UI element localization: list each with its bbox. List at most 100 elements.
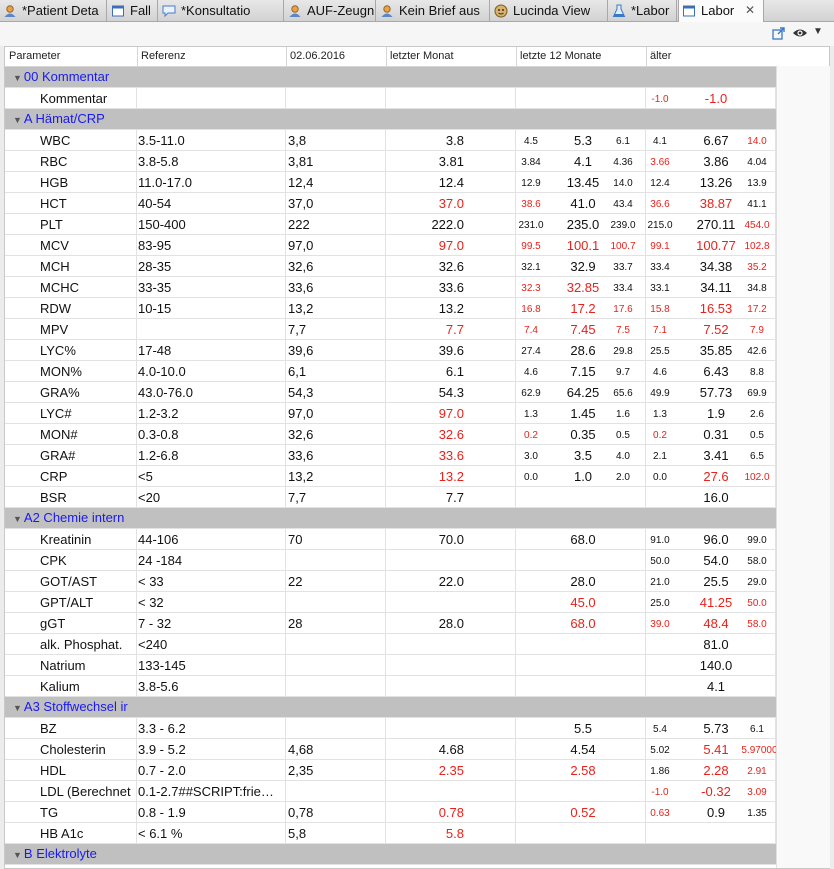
value-12m-avg: 4.1 xyxy=(573,154,593,169)
table-row[interactable]: BSR <20 7,7 7.7 16.0 xyxy=(5,487,776,508)
value-12m-min: 7.4 xyxy=(524,325,538,336)
table-row[interactable]: GOT/AST < 33 22 22.0 28.0 21.0 25.5 29.0 xyxy=(5,571,776,592)
table-row[interactable]: BZ 3.3 - 6.2 5.5 5.4 5.73 6.1 xyxy=(5,718,776,739)
table-row[interactable]: Cholesterin 3.9 - 5.2 4,68 4.68 4.54 5.02 5.41… xyxy=(5,739,776,760)
table-cell xyxy=(5,613,137,634)
table-cell xyxy=(137,529,286,550)
group-label[interactable]: ▼ A Hämat/CRP xyxy=(13,111,105,126)
table-cell xyxy=(137,403,286,424)
value-12m-max: 65.6 xyxy=(613,388,633,399)
tab-fall[interactable]: Fall xyxy=(108,0,158,22)
expand-triangle-icon[interactable]: ▼ xyxy=(13,73,22,83)
value-older-avg: 13.26 xyxy=(699,175,733,190)
vertical-scrollbar[interactable] xyxy=(776,66,830,868)
expand-triangle-icon[interactable]: ▼ xyxy=(13,514,22,524)
table-row[interactable]: RDW 10-15 13,2 13.2 16.8 17.2 17.6 15.8 16.53 17.… xyxy=(5,298,776,319)
value-12m-max: 1.6 xyxy=(616,409,630,420)
parameter-name: RBC xyxy=(40,154,68,169)
table-row[interactable]: LYC# 1.2-3.2 97,0 97.0 1.3 1.45 1.6 1.3 1.9 2.6 xyxy=(5,403,776,424)
table-row[interactable]: MCV 83-95 97,0 97.0 99.5 100.1 100.7 99.1 100.77… xyxy=(5,235,776,256)
table-cell xyxy=(5,298,137,319)
table-row[interactable]: GRA% 43.0-76.0 54,3 54.3 62.9 64.25 65.6 49.9 57… xyxy=(5,382,776,403)
column-header-aelter[interactable]: älter xyxy=(650,50,672,62)
expand-triangle-icon[interactable]: ▼ xyxy=(13,703,22,713)
value-12m-min: 1.3 xyxy=(524,409,538,420)
expand-triangle-icon[interactable]: ▼ xyxy=(13,850,22,860)
tab-lucinda-view[interactable]: Lucinda View xyxy=(491,0,608,22)
table-row[interactable]: HB A1c < 6.1 % 5,8 5.8 xyxy=(5,823,776,844)
table-row[interactable]: MCH 28-35 32,6 32.6 32.1 32.9 33.7 33.4 34.38 35.… xyxy=(5,256,776,277)
table-row[interactable]: LYC% 17-48 39,6 39.6 27.4 28.6 29.8 25.5 35.85 42… xyxy=(5,340,776,361)
table-cell xyxy=(646,487,776,508)
value-date: 39,6 xyxy=(288,343,314,358)
tab-label: *Patient Deta xyxy=(22,3,99,18)
table-cell xyxy=(137,445,286,466)
group-row[interactable]: ▼ 00 Kommentar xyxy=(5,67,776,88)
group-row[interactable]: ▼ A3 Stoffwechsel ir xyxy=(5,697,776,718)
table-cell xyxy=(386,781,516,802)
value-older-max: 14.0 xyxy=(747,136,767,147)
column-header-letzter-monat[interactable]: letzter Monat xyxy=(390,50,454,62)
tab-patient-deta[interactable]: *Patient Deta xyxy=(0,0,107,22)
table-row[interactable]: alk. Phosphat. <240 81.0 xyxy=(5,634,776,655)
eye-icon[interactable] xyxy=(792,27,808,42)
column-header-date[interactable]: 02.06.2016 xyxy=(290,50,346,62)
value-older-avg: 25.5 xyxy=(703,574,729,589)
group-label[interactable]: ▼ A3 Stoffwechsel ir xyxy=(13,699,128,714)
group-title: A2 Chemie intern xyxy=(23,510,125,525)
table-row[interactable]: CPK 24 -184 50.0 54.0 58.0 xyxy=(5,550,776,571)
table-cell xyxy=(286,340,386,361)
table-row[interactable]: Natrium 133-145 140.0 xyxy=(5,655,776,676)
group-row[interactable]: ▼ B Elektrolyte xyxy=(5,844,776,865)
table-row[interactable]: Kreatinin 44-106 70 70.0 68.0 91.0 96.0 99.0 xyxy=(5,529,776,550)
group-label[interactable]: ▼ B Elektrolyte xyxy=(13,846,97,861)
tab-labor[interactable]: Labor ✕ xyxy=(678,0,764,23)
table-row[interactable]: GRA# 1.2-6.8 33,6 33.6 3.0 3.5 4.0 2.1 3.41 6.5 xyxy=(5,445,776,466)
group-label[interactable]: ▼ A2 Chemie intern xyxy=(13,510,124,525)
column-header-referenz[interactable]: Referenz xyxy=(141,50,186,62)
view-menu-chevron-icon[interactable]: ▼ xyxy=(813,26,823,37)
table-cell xyxy=(516,613,646,634)
table-row[interactable]: HGB 11.0-17.0 12,4 12.4 12.9 13.45 14.0 12.4 13.… xyxy=(5,172,776,193)
table-row[interactable]: WBC 3.5-11.0 3,8 3.8 4.5 5.3 6.1 4.1 6.67 14.0 xyxy=(5,130,776,151)
table-row[interactable]: RBC 3.8-5.8 3,81 3.81 3.84 4.1 4.36 3.66 3.86 4.0… xyxy=(5,151,776,172)
close-icon[interactable]: ✕ xyxy=(745,3,756,17)
table-row[interactable]: HCT 40-54 37,0 37.0 38.6 41.0 43.4 36.6 38.87 41.… xyxy=(5,193,776,214)
group-row[interactable]: ▼ A Hämat/CRP xyxy=(5,109,776,130)
value-older-min: 12.4 xyxy=(650,178,670,189)
column-header-parameter[interactable]: Parameter xyxy=(9,50,61,62)
table-cell xyxy=(516,361,646,382)
tab-konsultatio[interactable]: *Konsultatio xyxy=(159,0,284,22)
column-header-letzte-12-monate[interactable]: letzte 12 Monate xyxy=(520,50,602,62)
table-row[interactable]: Kalium 3.8-5.6 4.1 xyxy=(5,676,776,697)
table-body: ▼ 00 Kommentar Kommentar -1.0 -1.0 ▼ A Hämat/C… xyxy=(5,67,776,868)
table-row[interactable]: MON% 4.0-10.0 6,1 6.1 4.6 7.15 9.7 4.6 6.43 8.8 xyxy=(5,361,776,382)
table-row[interactable]: HDL 0.7 - 2.0 2,35 2.35 2.58 1.86 2.28 2.91 xyxy=(5,760,776,781)
value-last-month: 13.2 xyxy=(438,469,464,484)
tab-label: Lucinda View xyxy=(513,3,591,18)
table-row[interactable]: MCHC 33-35 33,6 33.6 32.3 32.85 33.4 33.1 34.11 3… xyxy=(5,277,776,298)
value-older-avg: 2.28 xyxy=(703,763,729,778)
window-icon xyxy=(111,3,125,17)
scroll-track[interactable] xyxy=(777,66,830,868)
table-row[interactable]: Kommentar -1.0 -1.0 xyxy=(5,88,776,109)
tab-labor[interactable]: *Labor xyxy=(609,0,677,22)
table-row[interactable]: MPV 7,7 7.7 7.4 7.45 7.5 7.1 7.52 7.9 xyxy=(5,319,776,340)
table-row[interactable]: PLT 150-400 222 222.0 231.0 235.0 239.0 215.0 27… xyxy=(5,214,776,235)
table-row[interactable]: GPT/ALT < 32 45.0 25.0 41.25 50.0 xyxy=(5,592,776,613)
expand-triangle-icon[interactable]: ▼ xyxy=(13,115,22,125)
tab-auf-zeugnis[interactable]: AUF-Zeugnis xyxy=(285,0,376,22)
value-older-max: 5.9700003 xyxy=(741,745,776,756)
group-row[interactable]: ▼ A2 Chemie intern xyxy=(5,508,776,529)
table-cell xyxy=(286,172,386,193)
table-row[interactable]: TG 0.8 - 1.9 0,78 0.78 0.52 0.63 0.9 1.35 xyxy=(5,802,776,823)
table-row[interactable]: LDL (Berechnet 0.1-2.7##SCRIPT:frie… -1.0 -… xyxy=(5,781,776,802)
group-label[interactable]: ▼ 00 Kommentar xyxy=(13,69,109,84)
value-last-month: 28.0 xyxy=(438,616,464,631)
table-row[interactable]: MON# 0.3-0.8 32,6 32.6 0.2 0.35 0.5 0.2 0.31 0.5 xyxy=(5,424,776,445)
export-icon[interactable] xyxy=(772,26,786,43)
parameter-name: TG xyxy=(40,805,59,820)
table-row[interactable]: gGT 7 - 32 28 28.0 68.0 39.0 48.4 58.0 xyxy=(5,613,776,634)
tab-kein-brief-aus[interactable]: Kein Brief aus xyxy=(377,0,490,22)
table-row[interactable]: CRP <5 13,2 13.2 0.0 1.0 2.0 0.0 27.6 102.0 xyxy=(5,466,776,487)
